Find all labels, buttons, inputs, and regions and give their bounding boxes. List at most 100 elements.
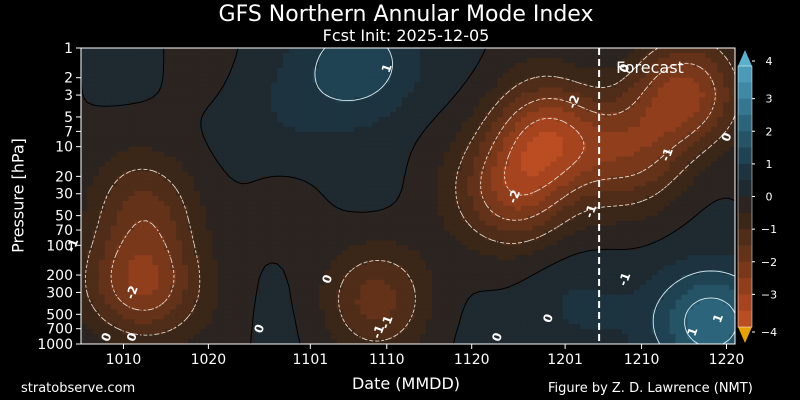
heat-cell xyxy=(657,87,665,93)
heat-cell xyxy=(182,156,189,163)
heat-cell xyxy=(86,240,94,246)
heat-cell xyxy=(378,181,385,187)
heat-cell xyxy=(419,235,427,241)
heat-cell xyxy=(81,235,88,241)
heat-cell xyxy=(526,215,534,222)
heat-cell xyxy=(134,57,142,64)
heat-cell xyxy=(402,141,409,148)
heat-cell xyxy=(408,161,415,167)
heat-cell xyxy=(265,72,272,79)
heat-cell xyxy=(622,67,629,74)
heat-cell xyxy=(729,196,735,202)
heat-cell xyxy=(235,235,243,241)
heat-cell xyxy=(645,260,653,266)
heat-cell xyxy=(390,220,397,227)
heat-cell xyxy=(81,245,88,251)
heat-cell xyxy=(146,181,153,187)
heat-cell xyxy=(568,117,576,123)
heat-cell xyxy=(503,62,510,69)
heat-cell xyxy=(253,136,260,143)
heat-cell xyxy=(336,166,344,172)
heat-cell xyxy=(449,136,457,143)
heat-cell xyxy=(312,220,320,227)
heat-cell xyxy=(229,161,237,167)
heat-cell xyxy=(81,62,88,69)
heat-cell xyxy=(663,200,671,207)
heat-cell xyxy=(627,245,635,251)
heat-cell xyxy=(598,250,605,256)
heat-cell xyxy=(188,235,195,241)
heat-cell xyxy=(532,151,540,158)
heat-cell xyxy=(241,97,249,103)
heat-cell xyxy=(586,141,593,148)
heat-cell xyxy=(699,260,706,266)
heat-cell xyxy=(627,62,635,69)
heat-cell xyxy=(687,210,694,217)
heat-cell xyxy=(515,235,522,241)
heat-cell xyxy=(681,225,689,232)
heat-cell xyxy=(717,92,724,98)
heat-cell xyxy=(360,156,367,163)
heat-cell xyxy=(378,205,385,212)
heat-cell xyxy=(408,48,415,54)
heat-cell xyxy=(425,215,433,222)
heat-cell xyxy=(479,77,486,84)
heat-cell xyxy=(473,220,480,227)
heat-cell xyxy=(544,191,552,197)
heat-cell xyxy=(657,97,665,103)
heat-cell xyxy=(134,161,142,167)
heat-cell xyxy=(711,112,718,118)
heat-cell xyxy=(193,235,201,241)
heat-cell xyxy=(425,141,433,148)
heat-cell xyxy=(300,230,308,237)
heat-cell xyxy=(538,146,546,153)
heat-cell xyxy=(408,220,415,227)
heat-cell xyxy=(592,245,599,251)
heat-cell xyxy=(289,62,296,69)
site-credit[interactable]: stratobserve.com xyxy=(21,381,136,396)
heat-cell xyxy=(622,225,629,232)
heat-cell xyxy=(431,151,439,158)
heat-cell xyxy=(217,166,225,172)
heat-cell xyxy=(354,102,362,108)
heat-cell xyxy=(532,117,540,123)
heat-cell xyxy=(717,52,724,59)
heat-cell xyxy=(247,220,255,227)
heat-cell xyxy=(372,48,379,54)
heat-cell xyxy=(300,82,308,89)
heat-cell xyxy=(253,245,260,251)
heat-cell xyxy=(241,255,249,261)
heat-cell xyxy=(598,181,605,187)
heat-cell xyxy=(639,146,647,153)
heat-cell xyxy=(437,151,445,158)
heat-cell xyxy=(550,250,558,256)
heat-cell xyxy=(217,260,225,266)
heat-cell xyxy=(277,250,284,256)
heat-cell xyxy=(437,161,445,167)
heat-cell xyxy=(324,141,332,148)
heat-cell xyxy=(348,57,356,64)
heat-cell xyxy=(467,97,474,103)
heat-cell xyxy=(651,126,659,133)
heat-cell xyxy=(586,191,593,197)
heat-cell xyxy=(437,235,445,241)
heat-cell xyxy=(170,200,177,207)
heat-cell xyxy=(92,131,100,138)
heat-cell xyxy=(604,260,611,266)
heat-cell xyxy=(485,215,492,222)
heat-cell xyxy=(449,215,457,222)
heat-cell xyxy=(425,265,433,271)
heat-cell xyxy=(675,215,683,222)
heat-cell xyxy=(241,131,249,138)
heat-cell xyxy=(199,245,207,251)
heat-cell xyxy=(164,141,171,148)
heat-cell xyxy=(485,200,492,207)
heat-cell xyxy=(98,112,106,118)
heat-cell xyxy=(479,181,486,187)
heat-cell xyxy=(289,117,296,123)
heat-cell xyxy=(366,131,373,138)
heat-cell xyxy=(485,245,492,251)
heat-cell xyxy=(116,240,124,246)
heat-cell xyxy=(479,57,486,64)
heat-cell xyxy=(140,176,147,182)
